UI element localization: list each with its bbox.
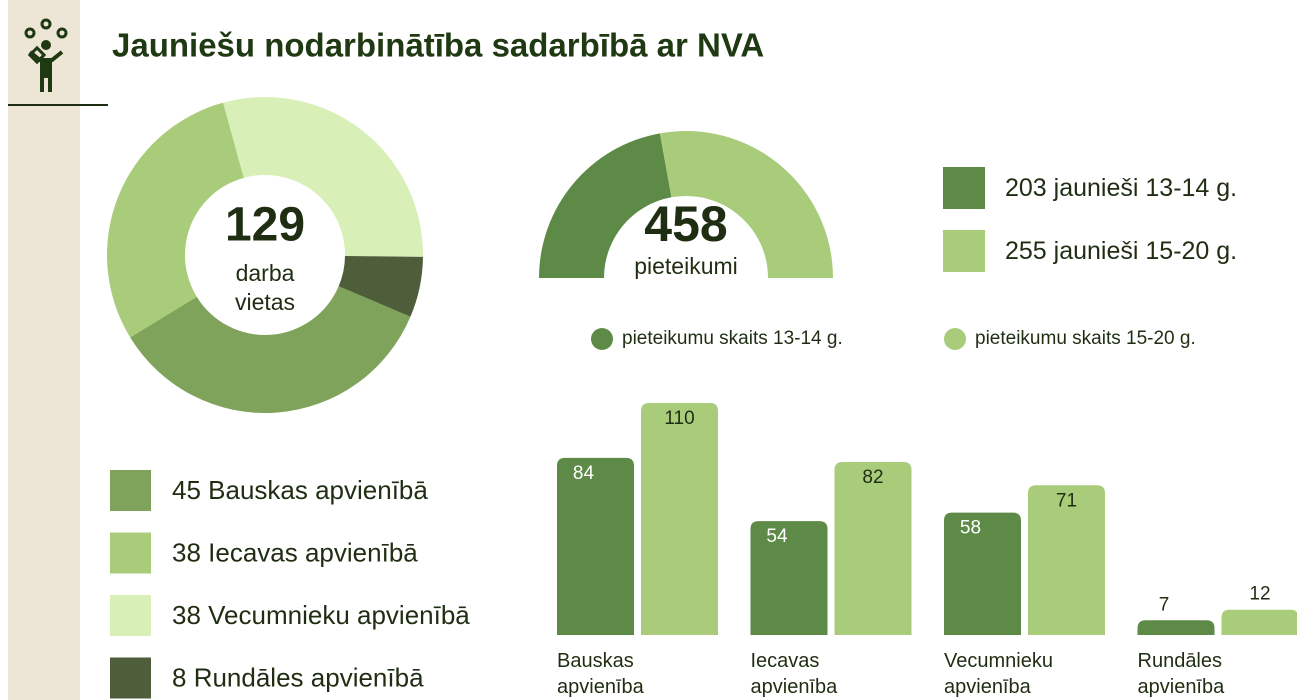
segment: [106, 102, 244, 338]
title: Jauniešu nodarbinātība sadarbībā ar NVA: [112, 27, 764, 64]
segment: [223, 97, 423, 257]
center-value: 129: [225, 199, 305, 252]
bar: [1137, 620, 1215, 635]
icon: [24, 18, 68, 92]
legend-label: 38 Iecavas apvienībā: [172, 537, 418, 567]
legend-value: 38: [172, 600, 201, 630]
x-tick-label: Bauskas apvienība: [557, 650, 645, 698]
legend-swatch: [943, 167, 985, 209]
legend-label: 203 jaunieši 13-14 g.: [1005, 174, 1237, 202]
center-label: darba vietas: [235, 260, 295, 315]
bar: [557, 457, 634, 635]
legend-name: Vecumnieku apvienībā: [201, 600, 470, 630]
bar: [641, 403, 718, 635]
legend-label: 255 jaunieši 15-20 g.: [1005, 237, 1237, 265]
segment: [539, 133, 672, 278]
value-label: 7: [1159, 594, 1170, 615]
legend-swatch: [110, 595, 151, 636]
bar: [750, 521, 828, 635]
legend-name: Bauskas apvienībā: [201, 475, 428, 505]
value-label: 54: [766, 526, 788, 547]
legend-name: jaunieši 15-20 g.: [1047, 237, 1237, 265]
center-value: 458: [644, 196, 727, 252]
legend-swatch: [110, 470, 151, 511]
segment: [338, 255, 423, 317]
legend-value: 8: [172, 662, 186, 692]
segment: [659, 131, 833, 278]
legend-name: jaunieši 13-14 g.: [1047, 174, 1237, 202]
segment: [130, 286, 411, 413]
value-label: 71: [1056, 490, 1077, 511]
legend-swatch: [110, 532, 151, 574]
legend-marker: [591, 328, 613, 350]
value-label: 84: [573, 463, 595, 484]
legend-value: 38: [172, 537, 201, 567]
x-tick-label: Rundāles apvienība: [1138, 650, 1226, 698]
legend-marker: [944, 328, 966, 350]
legend-label: 45 Bauskas apvienībā: [172, 475, 428, 505]
value-label: 82: [862, 467, 883, 488]
value-label: 58: [960, 518, 981, 539]
legend-swatch: [110, 657, 151, 699]
value-label: 110: [664, 408, 694, 429]
bar: [1221, 609, 1297, 635]
center-label: pieteikumi: [634, 253, 738, 279]
bar: [834, 462, 912, 635]
legend-label: 38 Vecumnieku apvienībā: [172, 600, 470, 630]
legend-name: Iecavas apvienībā: [201, 537, 418, 567]
value-label: 12: [1249, 584, 1270, 605]
bar: [1028, 485, 1105, 635]
bar: [944, 512, 1021, 635]
x-tick-label: Vecumnieku apvienība: [944, 650, 1053, 698]
legend-name: Rundāles apvienībā: [186, 662, 424, 692]
legend-value: 203: [1005, 174, 1047, 202]
legend-value: 45: [172, 475, 201, 505]
side-strip: [8, 0, 80, 700]
x-tick-label: Iecavas apvienība: [751, 650, 839, 698]
legend-label: 8 Rundāles apvienībā: [172, 662, 424, 692]
legend-label: pieteikumu skaits 15-20 g.: [975, 328, 1196, 349]
legend-value: 255: [1005, 237, 1047, 265]
legend-label: pieteikumu skaits 13-14 g.: [622, 328, 843, 349]
legend-swatch: [943, 230, 985, 272]
